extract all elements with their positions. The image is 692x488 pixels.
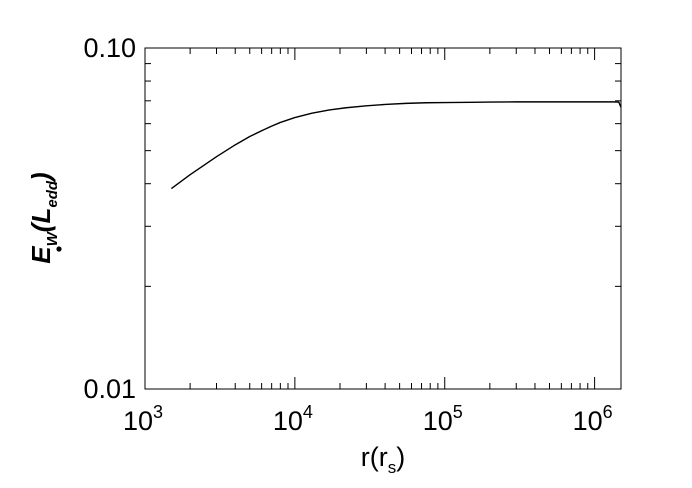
x-tick-label: 104: [273, 402, 313, 436]
y-axis-label-sub: W: [44, 230, 61, 246]
y-axis-label-inner: L: [26, 208, 56, 224]
y-axis-label-main: E: [26, 246, 56, 264]
x-tick-label-exp: 5: [453, 402, 463, 422]
svg-text:EW(Ledd): EW(Ledd): [26, 172, 61, 263]
y-axis-label-paren-close: ): [26, 172, 56, 184]
x-tick-label-exp: 4: [303, 402, 313, 422]
x-axis-label-sub: s: [388, 458, 397, 477]
x-tick-label-base: 10: [423, 406, 453, 436]
x-tick-label-base: 10: [573, 406, 603, 436]
y-tick-label: 0.10: [83, 33, 136, 63]
x-tick-label-base: 10: [273, 406, 303, 436]
x-tick-label: 105: [423, 402, 463, 436]
x-axis-label-close: ): [396, 442, 405, 472]
x-tick-label: 103: [123, 402, 163, 436]
series-line: [170, 101, 622, 190]
axis-ticks: [144, 47, 621, 390]
y-axis-label-inner-sub: edd: [44, 180, 61, 208]
plot-frame: [144, 47, 622, 390]
x-axis-label: r(rs): [361, 442, 405, 477]
y-tick-label: 0.01: [83, 374, 136, 404]
series-layer: [170, 101, 622, 190]
x-tick-label-exp: 6: [603, 402, 613, 422]
x-axis-label-main: r(r: [361, 442, 388, 472]
x-tick-label-exp: 3: [153, 402, 163, 422]
y-axis-label: EW(Ledd): [26, 172, 62, 264]
x-tick-label: 106: [573, 402, 613, 436]
x-tick-label-base: 10: [123, 406, 153, 436]
y-axis-label-dot: [56, 246, 62, 252]
